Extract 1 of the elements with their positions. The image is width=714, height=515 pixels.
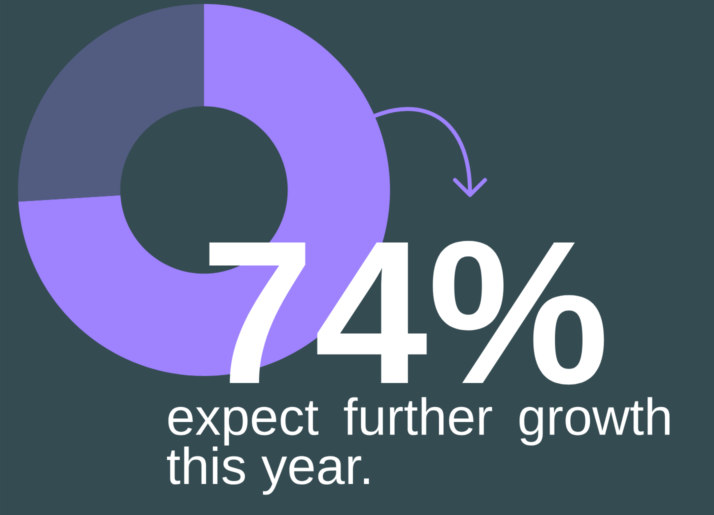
text: expect further growth this year. [166,397,670,495]
